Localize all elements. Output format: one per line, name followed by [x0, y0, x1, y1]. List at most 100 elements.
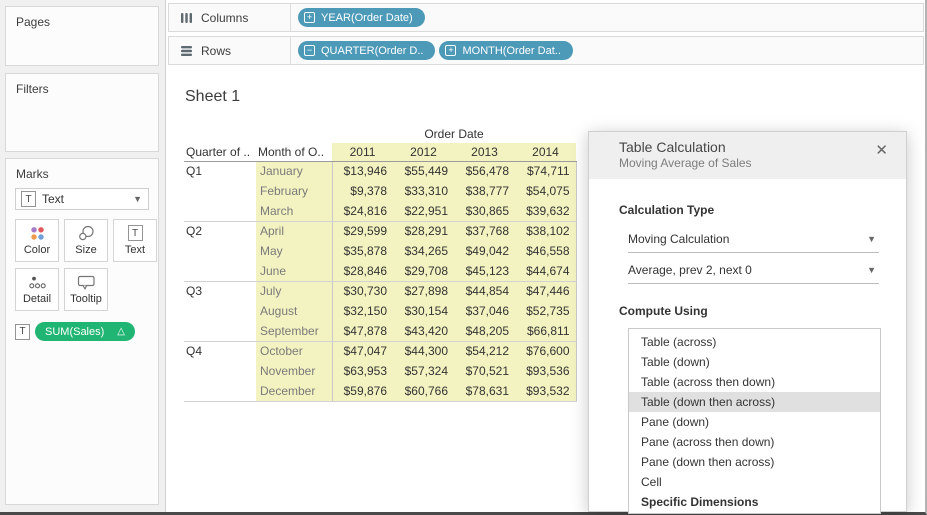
month-header-cell[interactable]: June	[256, 261, 332, 282]
year-header-cell[interactable]: 2013	[454, 143, 515, 162]
month-column-header[interactable]: Month of O..	[256, 143, 332, 162]
value-cell[interactable]: $30,730	[331, 281, 393, 301]
compute-using-option[interactable]: Table (across then down)	[641, 375, 776, 389]
value-cell[interactable]: $35,878	[331, 241, 393, 261]
aggregation-dropdown[interactable]: Average, prev 2, next 0 ▼	[628, 261, 879, 284]
order-date-group-label[interactable]: Order Date	[424, 127, 484, 141]
value-cell[interactable]: $28,291	[393, 221, 454, 241]
month-header-cell[interactable]: May	[256, 241, 332, 261]
value-cell[interactable]: $47,446	[515, 281, 577, 301]
value-cell[interactable]: $59,876	[331, 381, 393, 402]
value-cell[interactable]: $93,532	[515, 381, 577, 402]
value-cell[interactable]: $47,047	[331, 341, 393, 361]
value-cell[interactable]: $43,420	[393, 321, 454, 342]
quarter-header-cell[interactable]: Q1	[184, 161, 256, 222]
quarter-column-header[interactable]: Quarter of ..	[184, 143, 256, 162]
compute-using-option[interactable]: Cell	[641, 475, 662, 489]
color-button[interactable]: Color	[15, 219, 59, 262]
value-cell[interactable]: $93,536	[515, 361, 577, 381]
text-button[interactable]: T Text	[113, 219, 157, 262]
expand-icon[interactable]: +	[304, 12, 315, 23]
value-cell[interactable]: $57,324	[393, 361, 454, 381]
close-icon[interactable]: ✕	[875, 142, 888, 159]
month-header-cell[interactable]: August	[256, 301, 332, 321]
value-cell[interactable]: $49,042	[454, 241, 515, 261]
month-header-cell[interactable]: April	[256, 221, 332, 241]
year-header-cell[interactable]: 2011	[332, 143, 393, 162]
value-cell[interactable]: $13,946	[331, 161, 393, 181]
compute-using-option[interactable]: Table (down)	[641, 355, 710, 369]
pill-quarter-order-date[interactable]: − QUARTER(Order D..	[298, 41, 436, 60]
pill-month-order-date[interactable]: + MONTH(Order Dat..	[439, 41, 573, 60]
value-cell[interactable]: $56,478	[454, 161, 515, 181]
value-cell[interactable]: $29,708	[393, 261, 454, 282]
compute-using-option[interactable]: Table (down then across)	[629, 392, 880, 412]
value-cell[interactable]: $44,300	[393, 341, 454, 361]
mark-type-dropdown[interactable]: T Text ▼	[15, 188, 149, 210]
year-header-cell[interactable]: 2012	[393, 143, 454, 162]
detail-button[interactable]: Detail	[15, 268, 59, 311]
value-cell[interactable]: $45,123	[454, 261, 515, 282]
value-cell[interactable]: $74,711	[515, 161, 577, 181]
value-cell[interactable]: $52,735	[515, 301, 577, 321]
value-cell[interactable]: $38,102	[515, 221, 577, 241]
value-cell[interactable]: $38,777	[454, 181, 515, 201]
value-cell[interactable]: $24,816	[331, 201, 393, 222]
value-cell[interactable]: $46,558	[515, 241, 577, 261]
quarter-header-cell[interactable]: Q3	[184, 281, 256, 342]
value-cell[interactable]: $22,951	[393, 201, 454, 222]
value-cell[interactable]: $70,521	[454, 361, 515, 381]
value-cell[interactable]: $60,766	[393, 381, 454, 402]
value-cell[interactable]: $34,265	[393, 241, 454, 261]
value-cell[interactable]: $9,378	[331, 181, 393, 201]
value-cell[interactable]: $47,878	[331, 321, 393, 342]
quarter-header-cell[interactable]: Q4	[184, 341, 256, 402]
value-cell[interactable]: $48,205	[454, 321, 515, 342]
compute-using-option[interactable]: Specific Dimensions	[641, 495, 759, 509]
value-cell[interactable]: $54,212	[454, 341, 515, 361]
month-header-cell[interactable]: March	[256, 201, 332, 222]
month-header-cell[interactable]: September	[256, 321, 332, 342]
month-header-cell[interactable]: January	[256, 161, 332, 181]
value-cell[interactable]: $33,310	[393, 181, 454, 201]
compute-using-option[interactable]: Pane (across then down)	[641, 435, 775, 449]
quarter-header-cell[interactable]: Q2	[184, 221, 256, 282]
rows-shelf-header: Rows	[169, 37, 291, 64]
value-cell[interactable]: $44,674	[515, 261, 577, 282]
value-cell[interactable]: $78,631	[454, 381, 515, 402]
compute-using-option[interactable]: Table (across)	[641, 335, 717, 349]
value-cell[interactable]: $37,768	[454, 221, 515, 241]
value-cell[interactable]: $54,075	[515, 181, 577, 201]
value-cell[interactable]: $30,865	[454, 201, 515, 222]
value-cell[interactable]: $63,953	[331, 361, 393, 381]
value-cell[interactable]: $27,898	[393, 281, 454, 301]
month-header-cell[interactable]: February	[256, 181, 332, 201]
month-header-cell[interactable]: November	[256, 361, 332, 381]
year-header-cell[interactable]: 2014	[515, 143, 576, 162]
month-header-cell[interactable]: December	[256, 381, 332, 402]
value-cell[interactable]: $28,846	[331, 261, 393, 282]
value-cell[interactable]: $66,811	[515, 321, 577, 342]
value-cell[interactable]: $30,154	[393, 301, 454, 321]
value-cell[interactable]: $32,150	[331, 301, 393, 321]
compute-using-option[interactable]: Pane (down then across)	[641, 455, 775, 469]
month-header-cell[interactable]: October	[256, 341, 332, 361]
month-header-cell[interactable]: July	[256, 281, 332, 301]
sum-sales-pill[interactable]: SUM(Sales) △	[35, 322, 135, 341]
size-button[interactable]: Size	[64, 219, 108, 262]
filters-shelf[interactable]: Filters	[5, 73, 159, 152]
pill-year-order-date[interactable]: + YEAR(Order Date)	[298, 8, 425, 27]
compute-using-option[interactable]: Pane (down)	[641, 415, 710, 429]
calculation-type-dropdown[interactable]: Moving Calculation ▼	[628, 230, 879, 253]
value-cell[interactable]: $39,632	[515, 201, 577, 222]
tooltip-button[interactable]: Tooltip	[64, 268, 108, 311]
expand-icon[interactable]: +	[445, 45, 457, 56]
value-cell[interactable]: $37,046	[454, 301, 515, 321]
value-cell[interactable]: $55,449	[393, 161, 454, 181]
table-row: Q2 April $29,599 $28,291 $37,768 $38,102	[184, 221, 577, 282]
value-cell[interactable]: $44,854	[454, 281, 515, 301]
collapse-icon[interactable]: −	[304, 45, 315, 56]
value-cell[interactable]: $29,599	[331, 221, 393, 241]
pages-shelf[interactable]: Pages	[5, 6, 159, 66]
value-cell[interactable]: $76,600	[515, 341, 577, 361]
